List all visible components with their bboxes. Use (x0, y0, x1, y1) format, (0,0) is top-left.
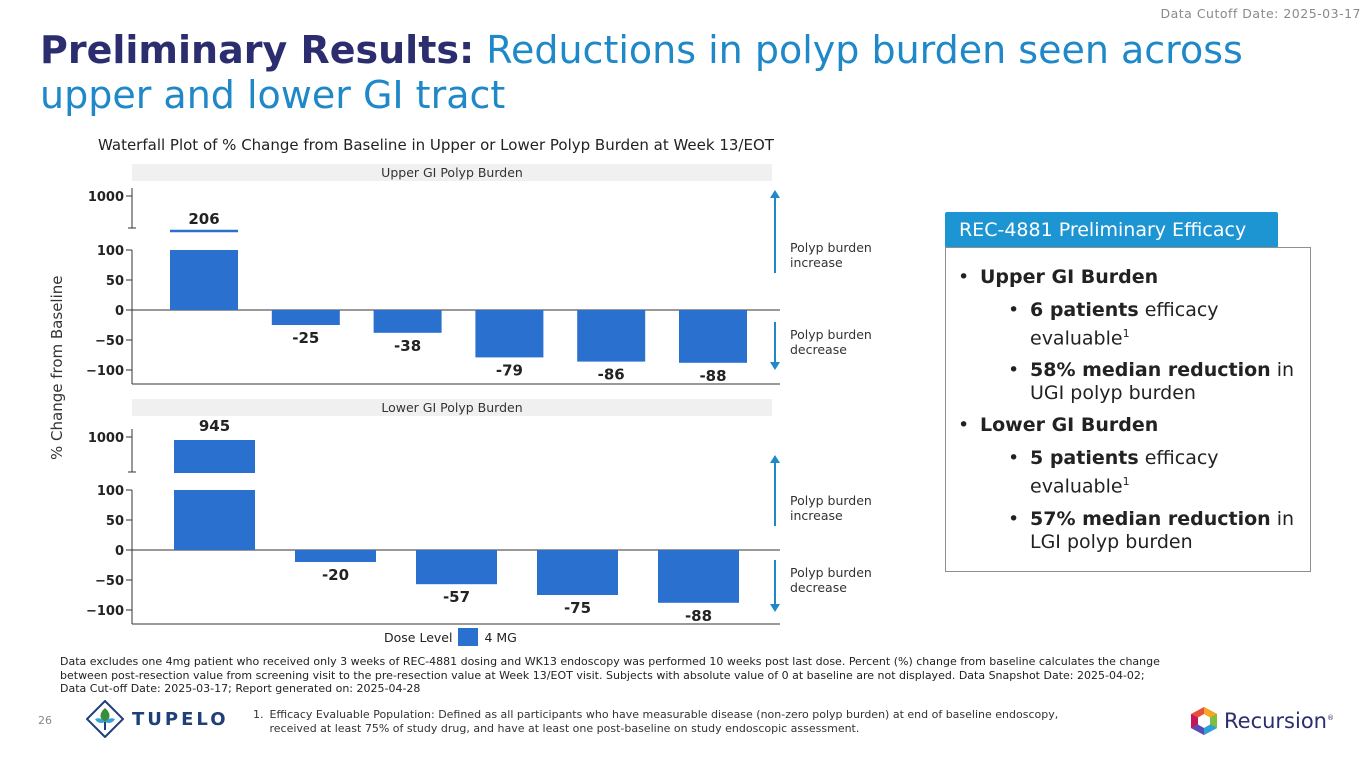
upper-bar-6-value-label: -88 (699, 367, 726, 385)
lower-bar-5 (658, 550, 739, 603)
efficacy-panel: • Upper GI Burden • 6 patients efficacy ev… (945, 247, 1311, 572)
lower-increase-arrowhead (770, 455, 780, 463)
bullet: • (958, 414, 970, 437)
lower-reduction-item: • 57% median reduction in LGI polyp burde… (1008, 507, 1295, 553)
upper-increase-arrowhead (770, 190, 780, 198)
upper-bar-5-value-label: -86 (598, 366, 625, 384)
lower-gi-heading: • Lower GI Burden (958, 414, 1159, 437)
upper-reduction-item: • 58% median reduction in UGI polyp burde… (1008, 359, 1295, 405)
upper-increase-label: Polyp burden increase (790, 240, 872, 270)
upper-decrease-label: Polyp burden decrease (790, 327, 872, 357)
lower-y-tick-label: 50 (106, 514, 124, 529)
lower-y-tick-label: 100 (97, 484, 124, 499)
upper-y-tick-label: 100 (97, 244, 124, 259)
upper-bar-6 (679, 310, 747, 363)
lower-bar-2 (295, 550, 376, 562)
lower-y-tick-label: 0 (115, 544, 124, 559)
upper-gi-panel-label: Upper GI Polyp Burden (132, 164, 772, 181)
lower-patients-item: • 5 patients efficacy evaluable1 (1008, 447, 1219, 498)
lower-y-tick-label: −100 (86, 604, 124, 619)
lower-gi-panel-label: Lower GI Polyp Burden (132, 399, 772, 416)
page-number: 26 (38, 714, 52, 727)
chart-legend: Dose Level 4 MG (384, 628, 517, 646)
chart-title: Waterfall Plot of % Change from Baseline… (98, 136, 774, 154)
upper-bar-3-value-label: -38 (394, 337, 421, 355)
bullet: • (1008, 299, 1020, 321)
lower-increase-label: Polyp burden increase (790, 493, 872, 523)
upper-bar-1 (170, 250, 238, 310)
lower-bar-2-value-label: -20 (322, 566, 349, 584)
recursion-logo-icon (1191, 707, 1217, 735)
upper-bar-1-value-label: 206 (188, 210, 219, 228)
upper-decrease-arrowhead (770, 362, 780, 370)
bullet: • (1008, 359, 1020, 382)
upper-patients-item: • 6 patients efficacy evaluable1 (1008, 299, 1219, 350)
tupelo-logo: TUPELO (86, 700, 229, 738)
recursion-brand: Recursion® (1224, 709, 1334, 733)
legend-swatch (458, 628, 479, 646)
lower-decrease-arrowhead (770, 604, 780, 612)
upper-bar-4 (475, 310, 544, 358)
legend-title: Dose Level (384, 629, 453, 645)
footnote-1: 1. Efficacy Evaluable Population: Define… (253, 708, 1083, 735)
lower-y-tick-label: 1000 (88, 431, 124, 446)
lower-bar-1 (174, 490, 255, 550)
lower-bar-4-value-label: -75 (564, 599, 591, 617)
bullet: • (958, 266, 970, 288)
lower-bar-4 (537, 550, 618, 595)
lower-y-tick-label: −50 (95, 574, 124, 589)
bullet: • (1008, 507, 1020, 530)
lower-bar-3 (416, 550, 497, 585)
upper-y-tick-label: 1000 (88, 190, 124, 205)
upper-bar-3 (373, 310, 442, 333)
recursion-logo: Recursion® (1190, 706, 1334, 736)
efficacy-panel-header: REC-4881 Preliminary Efficacy (945, 212, 1278, 248)
upper-bar-2-value-label: -25 (292, 329, 319, 347)
upper-y-tick-label: 0 (115, 304, 124, 319)
lower-bar-1-value-label: 945 (199, 417, 230, 435)
footnote-text: Efficacy Evaluable Population: Defined a… (269, 708, 1059, 735)
page-title-rest: Reductions in polyp burden seen across u… (40, 28, 1243, 117)
tupelo-logo-icon (86, 700, 124, 738)
upper-y-tick-label: 50 (106, 274, 124, 289)
data-cutoff-date: Data Cutoff Date: 2025-03-17 (1160, 6, 1361, 21)
tupelo-brand: TUPELO (132, 708, 229, 730)
upper-bar-4-value-label: -79 (496, 361, 523, 379)
legend-series: 4 MG (484, 629, 517, 645)
lower-bar-1-break-cap (174, 440, 255, 473)
upper-y-tick-label: −50 (95, 334, 124, 349)
lower-bar-5-value-label: -88 (685, 607, 712, 625)
upper-gi-heading: • Upper GI Burden (958, 266, 1159, 288)
upper-bar-5 (577, 310, 646, 362)
bullet: • (1008, 447, 1020, 470)
lower-bar-3-value-label: -57 (443, 588, 470, 606)
lower-decrease-label: Polyp burden decrease (790, 565, 872, 595)
upper-bar-2 (271, 310, 340, 325)
page-title: Preliminary Results: Reductions in polyp… (40, 28, 1270, 118)
footnote-number: 1. (253, 708, 264, 721)
upper-y-tick-label: −100 (86, 364, 124, 379)
page-title-bold: Preliminary Results: (40, 28, 475, 72)
data-footnote: Data excludes one 4mg patient who receiv… (60, 655, 1160, 695)
